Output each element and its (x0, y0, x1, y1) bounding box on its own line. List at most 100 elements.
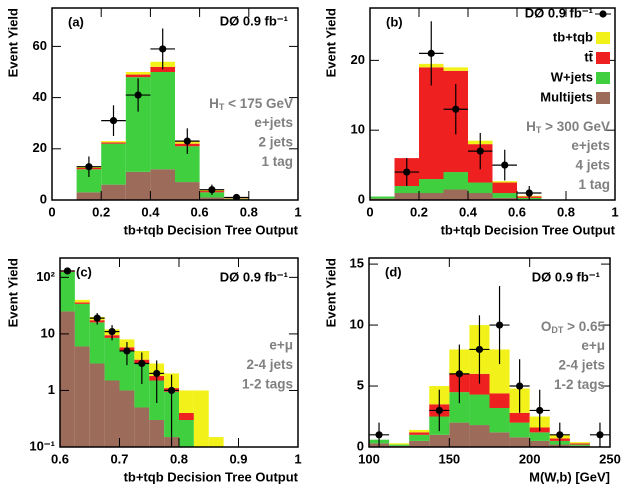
histogram-segment (419, 193, 444, 200)
x-tick-label: 0 (48, 204, 55, 219)
plot-frame (369, 7, 616, 201)
y-tick-label: 20 (351, 52, 365, 67)
histogram-segment (489, 393, 510, 408)
annotation-part: O (541, 319, 552, 334)
histogram-segment (429, 434, 450, 447)
y-axis-title: Event Yield (5, 258, 20, 327)
annotation-subscript: T (219, 102, 225, 112)
experiment-label: DØ 0.9 fb⁻¹ (220, 13, 288, 28)
y-tick-label: 60 (33, 38, 47, 53)
data-point (516, 382, 524, 390)
data-point (153, 369, 161, 378)
histogram-segment (149, 420, 165, 447)
histogram-segment (76, 169, 102, 193)
annotation: e+μ (581, 338, 605, 353)
histogram-segment (419, 179, 444, 194)
histogram-segment (509, 437, 530, 447)
panel-label: (c) (76, 264, 92, 279)
histogram-segment (199, 197, 225, 200)
annotation: 1 tag (578, 177, 610, 192)
experiment-label: DØ 0.9 fb⁻¹ (220, 269, 288, 284)
x-tick-label: 0.6 (191, 204, 209, 219)
histogram-segment (529, 440, 550, 447)
histogram-segment (409, 434, 430, 441)
histogram-segment (101, 141, 126, 143)
histogram-segment (449, 392, 470, 423)
histogram-segment (119, 350, 135, 391)
annotation: ODT > 0.65 (541, 319, 606, 336)
y-tick-label: 10 (351, 122, 365, 137)
histogram-segment (409, 440, 430, 447)
data-point (475, 345, 484, 354)
histogram-segment (569, 444, 590, 446)
histogram-segment (101, 184, 126, 200)
data-point (63, 267, 72, 275)
plot-area (60, 267, 224, 447)
data-point (495, 321, 504, 329)
data-point (427, 49, 435, 57)
x-axis-title: tb+tqb Decision Tree Output (124, 469, 299, 484)
plot-frame (368, 257, 611, 448)
histogram-segment (125, 72, 151, 75)
data-point (159, 45, 167, 53)
legend-label: W+jets (551, 69, 593, 84)
annotation: e+jets (254, 115, 293, 130)
histogram-segment (489, 349, 510, 394)
histogram-segment (150, 72, 175, 170)
annotation: HT < 175 GeV (209, 96, 293, 113)
data-point (232, 193, 241, 200)
data-point (375, 431, 383, 439)
annotation: 1-2 tags (242, 377, 293, 392)
annotation: 2-4 jets (558, 358, 605, 373)
annotation-part: > 0.65 (563, 319, 605, 334)
legend-label: tb+tqb (553, 29, 593, 44)
x-tick-label: 0.8 (170, 451, 188, 466)
y-tick-label: 40 (33, 89, 47, 104)
histogram-segment (409, 432, 430, 435)
histogram-segment (119, 390, 135, 447)
histogram-segment (469, 425, 490, 447)
histogram-segment (489, 432, 510, 447)
histogram-segment (74, 302, 90, 304)
panel: 0 10 20 0 0.2 0.4 0.6 0.8 1 tb+tqb Decision Tree … (323, 5, 618, 237)
histogram-segment (394, 186, 419, 194)
histogram-segment (492, 193, 517, 198)
data-point (123, 347, 131, 355)
histogram-segment (208, 437, 224, 447)
histogram-segment (469, 373, 490, 395)
y-axis-title: Event Yield (5, 8, 20, 77)
y-tick-label: 0 (357, 438, 364, 453)
legend-swatch (596, 72, 610, 84)
data-point (525, 189, 533, 197)
y-tick-label: 10⁻¹ (29, 438, 55, 453)
x-tick-label: 100 (358, 451, 380, 466)
x-tick-label: 1 (294, 204, 301, 219)
x-tick-label: 1 (294, 451, 301, 466)
annotation-part: < 175 GeV (224, 96, 293, 111)
histogram-segment (179, 412, 194, 421)
data-point (435, 406, 443, 415)
experiment-label: DØ 0.9 fb⁻¹ (532, 269, 600, 284)
data-point (134, 91, 142, 99)
x-tick-label: 250 (599, 451, 621, 466)
histogram-segment (489, 407, 510, 433)
annotation-part: > 300 GeV (541, 119, 610, 134)
x-axis-title: tb+tqb Decision Tree Output (441, 222, 616, 237)
panel-label: (a) (68, 14, 84, 29)
histogram-segment (419, 67, 444, 180)
histogram-segment (89, 322, 105, 364)
histogram-segment (529, 432, 550, 441)
data-point (476, 147, 484, 155)
y-tick-label: 10 (350, 317, 364, 332)
histogram-segment (389, 444, 410, 446)
x-axis-title: tb+tqb Decision Tree Output (124, 222, 299, 237)
data-point (109, 117, 118, 125)
plot-area (370, 21, 542, 200)
x-tick-label: 200 (519, 451, 541, 466)
data-point (93, 314, 101, 322)
histogram-segment (193, 390, 209, 447)
x-tick-label: 0.7 (110, 451, 128, 466)
histogram-segment (179, 420, 194, 447)
legend-swatch (596, 52, 610, 64)
